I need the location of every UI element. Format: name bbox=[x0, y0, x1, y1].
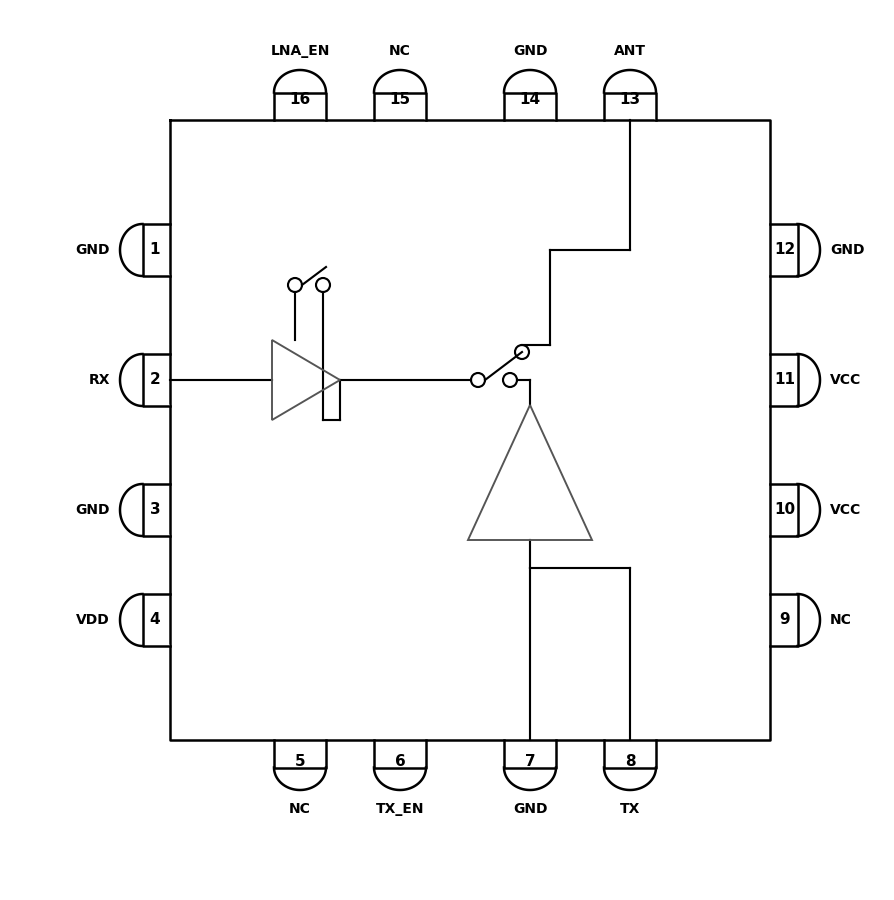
Text: 9: 9 bbox=[780, 613, 790, 627]
Polygon shape bbox=[604, 70, 656, 120]
Text: 13: 13 bbox=[620, 92, 641, 106]
Text: 12: 12 bbox=[774, 242, 796, 257]
Polygon shape bbox=[120, 354, 170, 406]
Text: ANT: ANT bbox=[614, 44, 646, 58]
Polygon shape bbox=[120, 594, 170, 646]
Text: NC: NC bbox=[830, 613, 852, 627]
Text: 5: 5 bbox=[295, 753, 306, 769]
Polygon shape bbox=[504, 70, 556, 120]
Text: 2: 2 bbox=[149, 373, 160, 388]
Text: 8: 8 bbox=[625, 753, 636, 769]
Text: TX: TX bbox=[620, 802, 640, 816]
Polygon shape bbox=[770, 594, 820, 646]
Text: GND: GND bbox=[513, 802, 547, 816]
Text: 15: 15 bbox=[390, 92, 410, 106]
Polygon shape bbox=[504, 740, 556, 790]
Polygon shape bbox=[274, 740, 326, 790]
Text: RX: RX bbox=[89, 373, 110, 387]
Text: LNA_EN: LNA_EN bbox=[270, 44, 330, 58]
Text: VCC: VCC bbox=[830, 503, 861, 517]
Text: 7: 7 bbox=[525, 753, 536, 769]
Polygon shape bbox=[374, 740, 426, 790]
Text: 11: 11 bbox=[774, 373, 796, 388]
Text: GND: GND bbox=[830, 243, 864, 257]
Text: 3: 3 bbox=[149, 502, 160, 518]
Text: 10: 10 bbox=[774, 502, 796, 518]
Text: GND: GND bbox=[513, 44, 547, 58]
Text: VDD: VDD bbox=[76, 613, 110, 627]
Text: GND: GND bbox=[75, 503, 110, 517]
Text: TX_EN: TX_EN bbox=[375, 802, 425, 816]
Polygon shape bbox=[604, 740, 656, 790]
Text: GND: GND bbox=[75, 243, 110, 257]
Text: NC: NC bbox=[289, 802, 311, 816]
Polygon shape bbox=[770, 354, 820, 406]
Polygon shape bbox=[374, 70, 426, 120]
Polygon shape bbox=[274, 70, 326, 120]
Text: 1: 1 bbox=[150, 242, 160, 257]
Polygon shape bbox=[120, 484, 170, 536]
Text: NC: NC bbox=[389, 44, 411, 58]
Text: 16: 16 bbox=[290, 92, 310, 106]
Text: VCC: VCC bbox=[830, 373, 861, 387]
Polygon shape bbox=[770, 484, 820, 536]
Text: 6: 6 bbox=[394, 753, 405, 769]
Text: 14: 14 bbox=[519, 92, 541, 106]
Text: 4: 4 bbox=[149, 613, 160, 627]
Polygon shape bbox=[120, 224, 170, 276]
Polygon shape bbox=[770, 224, 820, 276]
